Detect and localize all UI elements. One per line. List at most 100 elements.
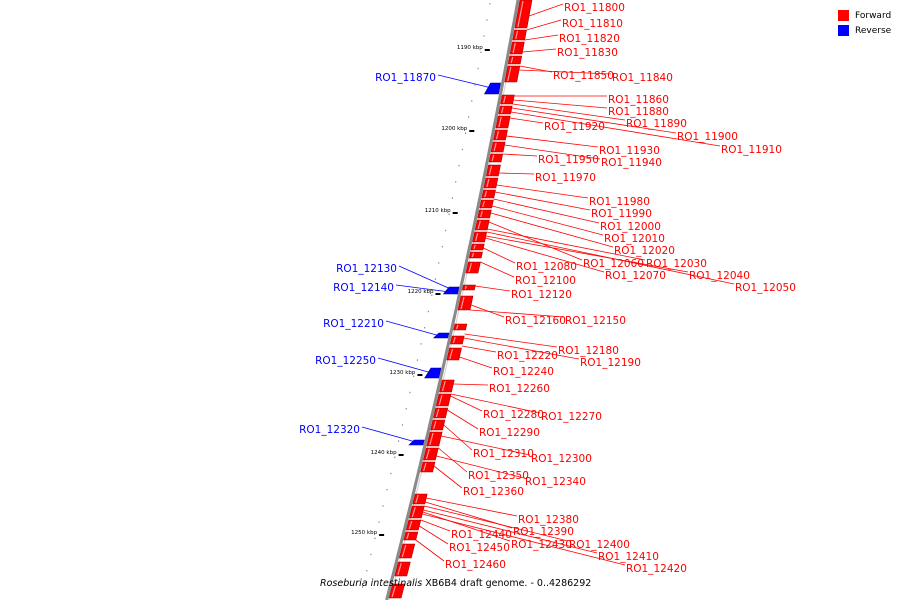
forward-leader-line (450, 393, 541, 414)
forward-leader-line (528, 3, 564, 17)
reverse-gene-label: RO1_11870 (375, 72, 436, 84)
forward-gene-highlight (486, 178, 490, 188)
reverse-leader-line (361, 426, 416, 443)
forward-gene-highlight (491, 154, 495, 162)
forward-gene-highlight (503, 95, 506, 104)
forward-gene-label: RO1_12270 (541, 411, 602, 423)
forward-gene-highlight (455, 324, 459, 330)
major-tick (452, 212, 458, 214)
forward-gene-highlight (406, 532, 410, 540)
forward-gene-block (435, 393, 452, 407)
forward-gene-label: RO1_12120 (511, 289, 572, 301)
forward-gene-label: RO1_12070 (605, 270, 666, 282)
forward-leader-line (423, 509, 598, 554)
forward-gene-label: RO1_12430 (511, 539, 572, 551)
reverse-gene-block (442, 286, 460, 295)
forward-gene-block (439, 379, 455, 393)
forward-gene-label: RO1_11940 (601, 157, 662, 169)
forward-leader-line (524, 34, 559, 41)
forward-gene-label: RO1_11820 (559, 33, 620, 45)
forward-gene-highlight (435, 408, 440, 418)
forward-gene-highlight (441, 380, 446, 392)
forward-gene-block (461, 284, 476, 291)
forward-gene-block (470, 243, 485, 251)
minor-tick (374, 537, 376, 539)
forward-gene-label: RO1_11880 (608, 106, 669, 118)
minor-tick (390, 472, 392, 475)
major-tick (379, 534, 385, 536)
minor-tick (370, 553, 372, 556)
forward-gene-highlight (423, 462, 427, 472)
forward-gene-block (433, 407, 449, 419)
forward-gene-block (405, 519, 422, 531)
forward-gene-highlight (512, 42, 516, 54)
forward-leader-line (506, 135, 599, 148)
forward-leader-line (487, 228, 646, 261)
forward-gene-highlight (433, 420, 437, 430)
forward-gene-block (498, 105, 513, 115)
minor-tick (405, 408, 407, 410)
forward-gene-label: RO1_12010 (604, 233, 665, 245)
reverse-gene-block (483, 82, 501, 95)
forward-gene-label: RO1_12160 (505, 315, 566, 327)
reverse-gene-label: RO1_12140 (333, 282, 394, 294)
forward-leader-line (485, 235, 689, 273)
forward-leader-line (485, 237, 605, 273)
forward-gene-highlight (391, 584, 397, 598)
minor-tick (451, 197, 453, 199)
minor-tick (434, 278, 436, 280)
forward-gene-label: RO1_12390 (513, 526, 574, 538)
minor-tick (455, 181, 457, 183)
forward-leader-line (475, 285, 511, 292)
forward-leader-line (436, 455, 525, 479)
forward-gene-block (408, 505, 425, 519)
forward-gene-label: RO1_12410 (598, 551, 659, 563)
reverse-leader-line (398, 265, 451, 290)
minor-tick (441, 246, 443, 248)
major-tick (398, 454, 404, 456)
forward-gene-label: RO1_11810 (562, 18, 623, 30)
forward-leader-line (486, 231, 735, 285)
legend-forward: Forward (838, 8, 891, 23)
major-tick (469, 130, 475, 132)
forward-gene-label: RO1_12290 (479, 427, 540, 439)
forward-leader-line (492, 205, 604, 236)
forward-gene-block (412, 493, 428, 505)
minor-tick (401, 424, 403, 426)
reverse-leader-line (437, 74, 492, 89)
forward-gene-label: RO1_11980 (589, 196, 650, 208)
forward-gene-label: RO1_11890 (626, 118, 687, 130)
forward-leader-line (447, 409, 479, 430)
forward-gene-label: RO1_12180 (558, 345, 619, 357)
minor-tick (431, 294, 433, 296)
forward-gene-highlight (515, 30, 519, 40)
forward-gene-block (483, 177, 499, 189)
forward-gene-label: RO1_12030 (646, 258, 707, 270)
forward-gene-block (472, 231, 488, 243)
major-tick (417, 374, 423, 376)
minor-tick (438, 262, 440, 264)
forward-leader-line (512, 103, 626, 121)
forward-leader-line (426, 497, 518, 517)
tick-label: 1210 kbp (425, 208, 451, 214)
minor-tick (486, 19, 488, 21)
forward-gene-label: RO1_12340 (525, 476, 586, 488)
minor-tick (445, 229, 447, 232)
gene-features (388, 0, 533, 599)
forward-gene-label: RO1_12460 (445, 559, 506, 571)
legend-reverse-swatch (838, 25, 849, 36)
forward-leader-line (510, 111, 721, 147)
forward-gene-label: RO1_12150 (565, 315, 626, 327)
forward-gene-block (493, 129, 508, 141)
minor-tick (427, 310, 429, 313)
forward-leader-line (450, 395, 483, 412)
forward-gene-highlight (477, 220, 481, 230)
minor-tick (489, 3, 491, 5)
major-tick (484, 49, 490, 51)
forward-gene-highlight (510, 56, 514, 64)
forward-leader-line (502, 153, 538, 157)
forward-gene-block (477, 209, 492, 219)
forward-leader-line (443, 424, 473, 451)
forward-leader-line (496, 184, 589, 199)
